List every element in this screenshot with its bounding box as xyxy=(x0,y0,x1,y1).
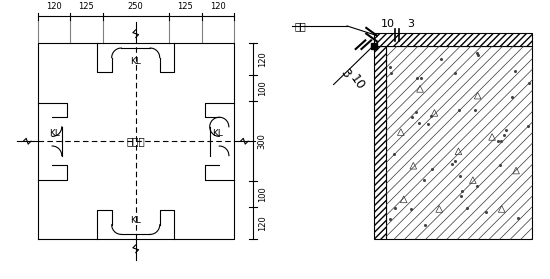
Text: 120: 120 xyxy=(46,2,62,11)
Text: 125: 125 xyxy=(78,2,94,11)
Point xyxy=(482,210,491,214)
Point xyxy=(508,95,516,100)
Point xyxy=(416,75,425,80)
Point xyxy=(472,184,481,188)
Point xyxy=(420,178,428,182)
Point xyxy=(386,65,394,69)
Point xyxy=(457,194,466,198)
Text: 柱顶面: 柱顶面 xyxy=(126,136,145,146)
Point xyxy=(424,122,433,126)
Text: 120: 120 xyxy=(258,215,267,231)
Point xyxy=(387,70,395,75)
Point xyxy=(427,166,436,171)
Point xyxy=(457,189,466,194)
Point xyxy=(514,216,522,220)
Point xyxy=(500,133,509,137)
Point xyxy=(391,206,400,210)
Point xyxy=(413,76,422,80)
Point xyxy=(450,159,459,163)
Point xyxy=(450,71,459,75)
Text: 250: 250 xyxy=(128,2,144,11)
Text: 120: 120 xyxy=(258,51,267,67)
Point xyxy=(415,121,424,125)
Point xyxy=(455,108,464,113)
Point xyxy=(447,162,456,166)
Point xyxy=(497,139,505,143)
Bar xyxy=(374,46,387,239)
Point xyxy=(390,151,399,156)
Point xyxy=(511,69,520,74)
Point xyxy=(386,217,394,222)
Point xyxy=(463,206,471,210)
Point xyxy=(525,81,533,86)
Text: 300: 300 xyxy=(258,133,267,149)
Point xyxy=(412,110,421,114)
Text: 10: 10 xyxy=(346,72,366,93)
Text: 10: 10 xyxy=(381,19,394,29)
Point xyxy=(494,139,503,143)
Text: 电焊: 电焊 xyxy=(294,21,306,31)
Text: 120: 120 xyxy=(210,2,225,11)
Point xyxy=(472,51,481,55)
Point xyxy=(421,223,430,227)
Point xyxy=(406,207,415,211)
Point xyxy=(437,57,446,62)
Text: KL: KL xyxy=(130,217,141,225)
Bar xyxy=(387,46,532,239)
Text: KL: KL xyxy=(48,129,59,138)
Point xyxy=(501,128,510,132)
Text: KL: KL xyxy=(212,129,223,138)
Point xyxy=(496,163,505,167)
Text: 125: 125 xyxy=(178,2,193,11)
Text: 100: 100 xyxy=(258,80,267,96)
Bar xyxy=(374,33,532,46)
Text: 3: 3 xyxy=(338,66,353,80)
Point xyxy=(524,124,532,128)
Text: KL: KL xyxy=(130,57,141,66)
Point xyxy=(427,114,436,119)
Point xyxy=(471,107,480,112)
Text: 100: 100 xyxy=(258,186,267,202)
Point xyxy=(473,53,482,57)
Text: 3: 3 xyxy=(407,19,414,29)
Point xyxy=(408,115,416,119)
Point xyxy=(455,174,464,178)
